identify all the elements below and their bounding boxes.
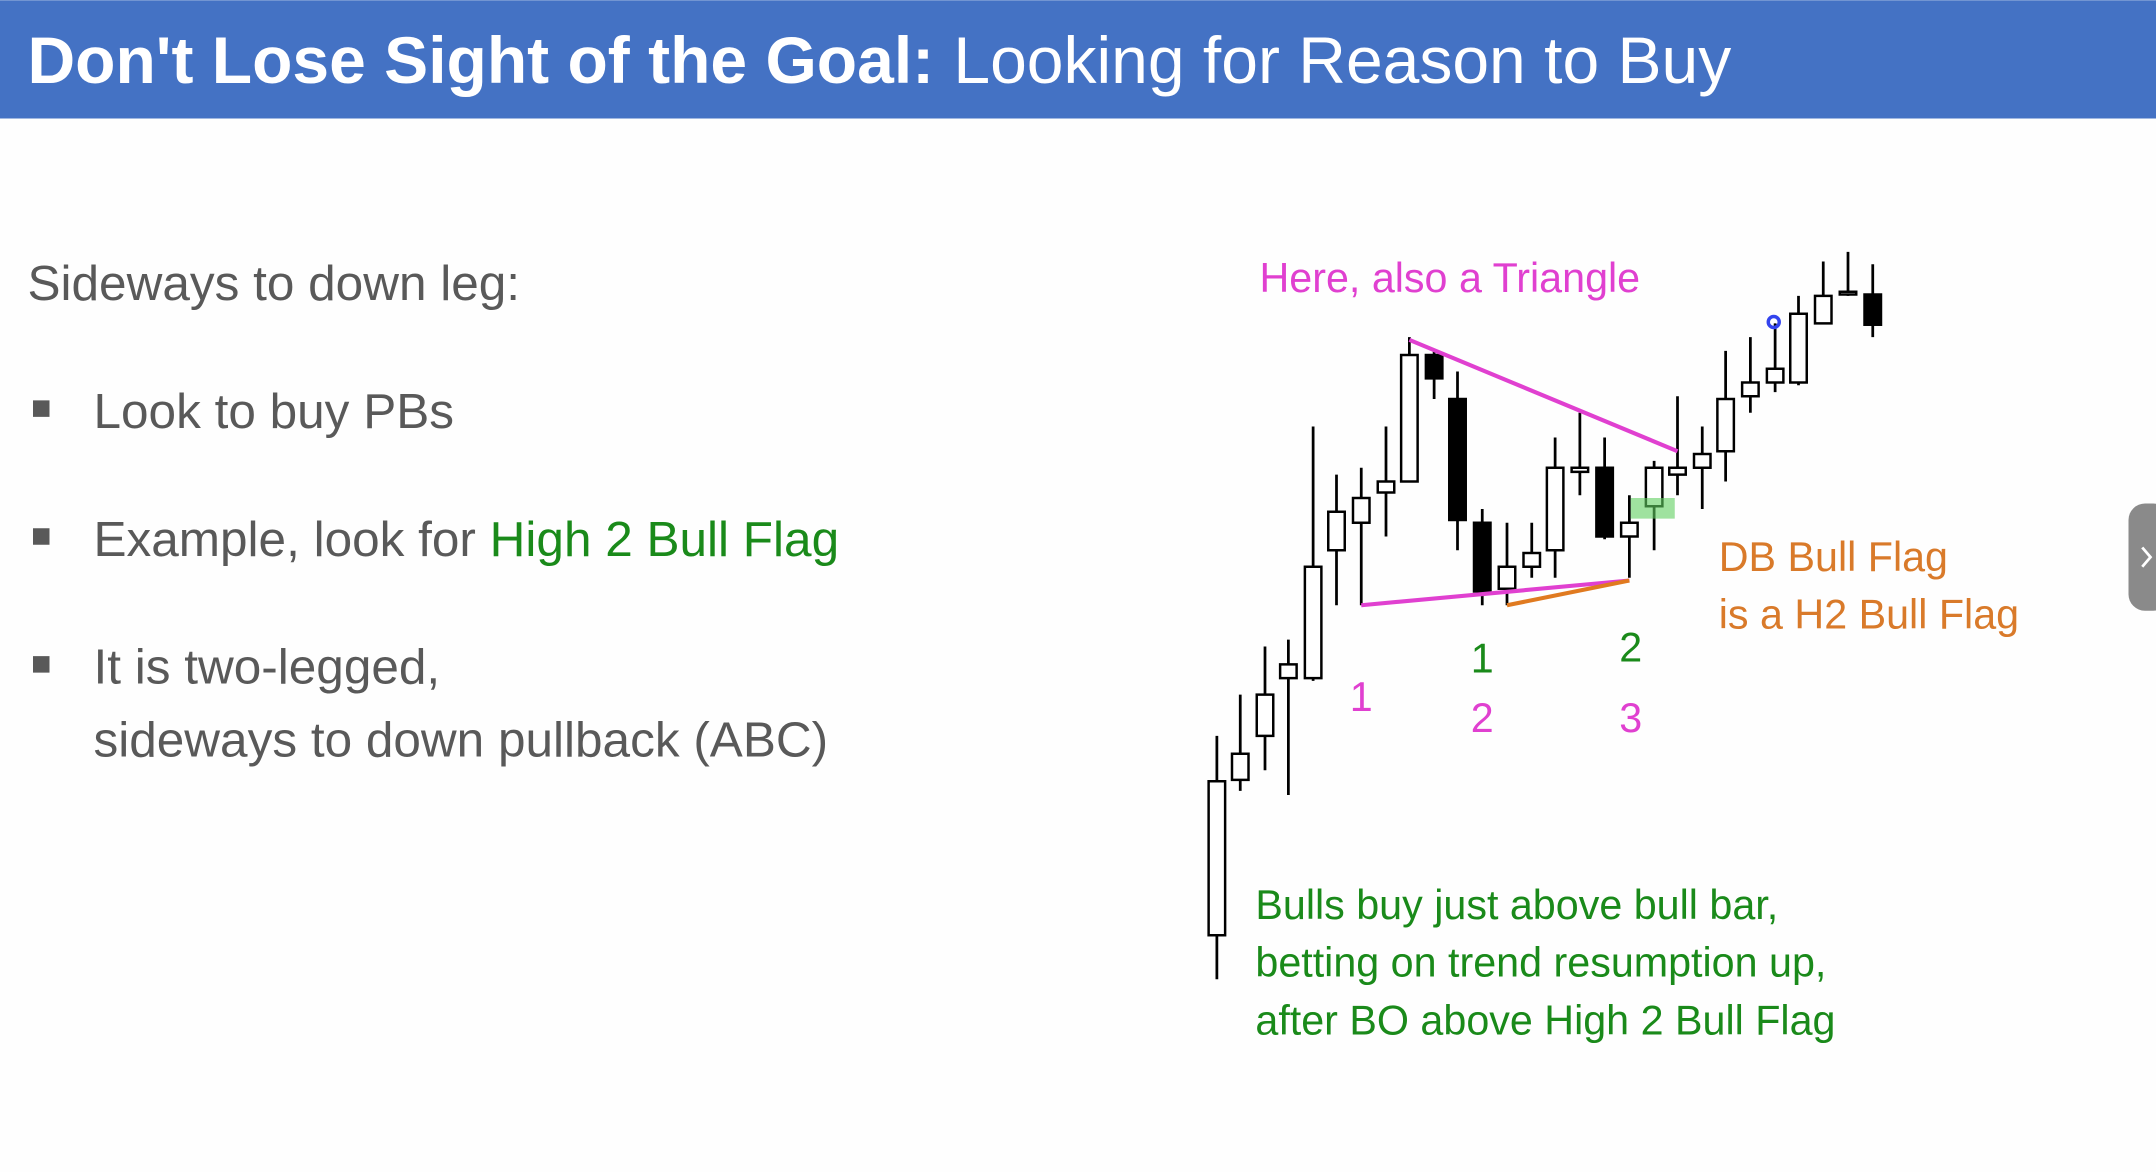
bullet-marker bbox=[33, 528, 50, 545]
leg-label: 1 bbox=[1471, 636, 1494, 682]
triangle-note: Here, also a Triangle bbox=[1260, 255, 1641, 301]
candle-body bbox=[1716, 397, 1736, 453]
candle-body bbox=[1376, 480, 1396, 494]
bulls-note: Bulls buy just above bull bar, bbox=[1255, 882, 1778, 928]
candle-body bbox=[1813, 294, 1833, 325]
candle-body bbox=[1230, 752, 1250, 782]
db-note: DB Bull Flag bbox=[1719, 534, 1948, 580]
bullet: Look to buy PBs bbox=[94, 384, 454, 439]
candle-body bbox=[1255, 693, 1275, 738]
candle-body bbox=[1522, 551, 1542, 568]
cursor-dot bbox=[1766, 314, 1781, 330]
double-bottom-line bbox=[1506, 578, 1630, 608]
bullet-marker bbox=[33, 656, 50, 673]
candle-body bbox=[1351, 496, 1371, 524]
candle-body bbox=[1545, 466, 1565, 552]
candle-body bbox=[1692, 452, 1712, 469]
leg-label: 2 bbox=[1471, 695, 1494, 741]
candle-body bbox=[1327, 510, 1346, 552]
triangle-line bbox=[1361, 578, 1630, 608]
bullet-line: It is two-legged, bbox=[94, 640, 441, 695]
side-tab[interactable] bbox=[2128, 503, 2156, 611]
candle-body bbox=[1303, 565, 1323, 680]
bullet-line: sideways to down pullback (ABC) bbox=[94, 713, 829, 768]
candle-body bbox=[1789, 312, 1808, 384]
header-bar bbox=[0, 0, 2156, 119]
leg-label: 2 bbox=[1619, 625, 1642, 671]
candlestick-chart bbox=[1207, 251, 1883, 980]
candle-body bbox=[1740, 381, 1760, 398]
db-note: is a H2 Bull Flag bbox=[1719, 592, 2019, 638]
bulls-note: betting on trend resumption up, bbox=[1255, 940, 1826, 986]
bullet-marker bbox=[33, 400, 50, 417]
leg-label: 3 bbox=[1619, 695, 1642, 741]
leg-label: 1 bbox=[1350, 674, 1373, 720]
candle-body bbox=[1838, 290, 1858, 296]
side-tab-chevron bbox=[2141, 546, 2153, 568]
bullet-text: Example, look for bbox=[94, 512, 490, 567]
title-bold: Don't Lose Sight of the Goal: bbox=[28, 23, 935, 97]
candle-body bbox=[1668, 466, 1687, 476]
candle-body bbox=[1472, 521, 1492, 593]
candle-body bbox=[1399, 353, 1419, 483]
candle-body bbox=[1619, 521, 1639, 538]
candle-body bbox=[1207, 780, 1227, 937]
header-title: Don't Lose Sight of the Goal: Looking for… bbox=[28, 23, 1732, 97]
triangle-line bbox=[1408, 337, 1679, 454]
candle-body bbox=[1424, 353, 1444, 380]
bullet-highlight: High 2 Bull Flag bbox=[490, 512, 839, 567]
bullet: Example, look for High 2 Bull Flag bbox=[94, 512, 840, 567]
heading: Sideways to down leg: bbox=[28, 256, 521, 311]
candle-body bbox=[1863, 293, 1883, 326]
candle-body bbox=[1765, 367, 1785, 384]
signal-highlight bbox=[1630, 498, 1675, 519]
candle-body bbox=[1278, 663, 1298, 680]
title-rest: Looking for Reason to Buy bbox=[953, 23, 1731, 97]
candle-body bbox=[1595, 466, 1615, 538]
candle-body bbox=[1497, 565, 1517, 590]
candle-body bbox=[1570, 466, 1590, 474]
candle-body bbox=[1448, 397, 1467, 522]
bulls-note: after BO above High 2 Bull Flag bbox=[1255, 997, 1835, 1043]
